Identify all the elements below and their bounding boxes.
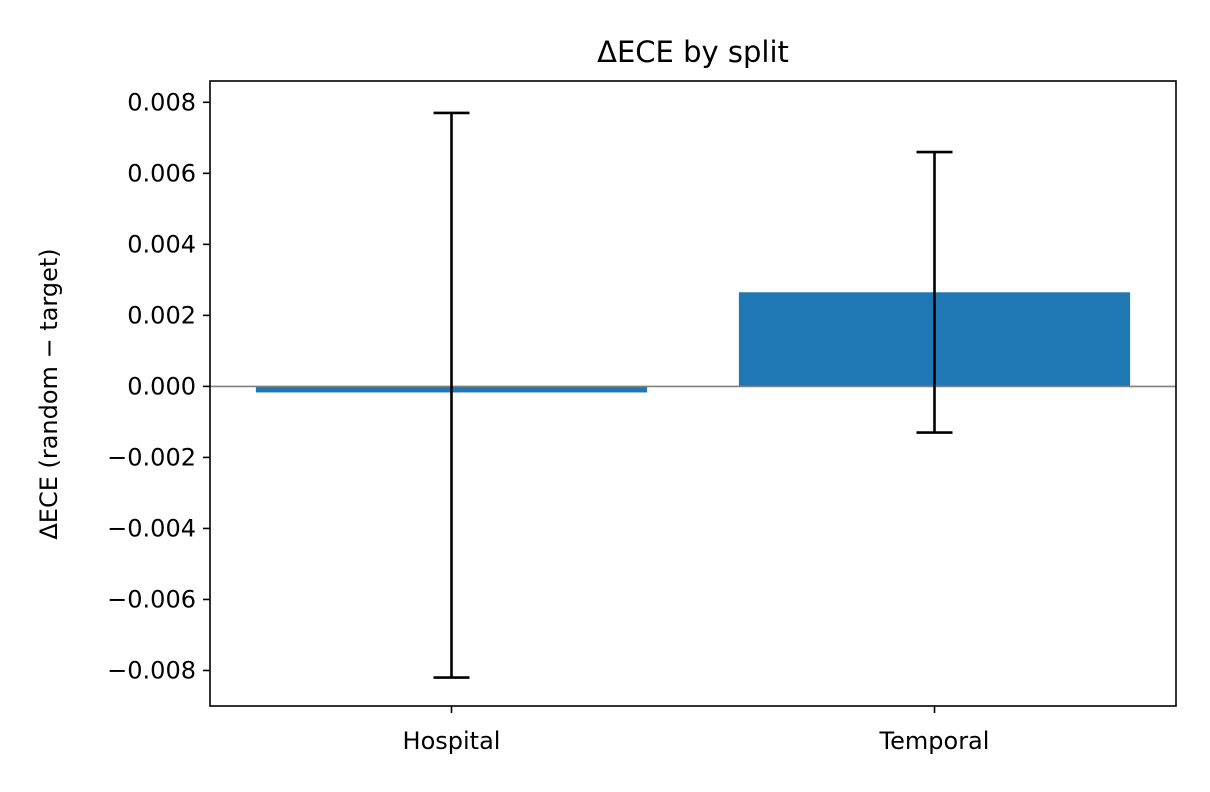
plot-area: −0.008 −0.006 −0.004 −0.002 0.000 0.002 0.004 0…: [107, 88, 1176, 755]
x-tick-label: Hospital: [403, 727, 501, 755]
chart-title: ΔECE by split: [597, 35, 789, 69]
y-tick-label: −0.002: [107, 443, 196, 471]
y-tick-label: −0.008: [107, 656, 196, 684]
x-tick-label: Temporal: [879, 727, 990, 755]
y-tick-label: −0.006: [107, 585, 196, 613]
y-tick-label: 0.006: [127, 159, 196, 187]
y-tick-label: 0.004: [127, 230, 196, 258]
y-tick-label: 0.002: [127, 301, 196, 329]
y-axis-label: ΔECE (random − target): [35, 248, 63, 539]
y-tick-label: 0.008: [127, 88, 196, 116]
plot-frame: [209, 80, 1177, 707]
y-tick-label: −0.004: [107, 514, 196, 542]
y-tick-label: 0.000: [127, 372, 196, 400]
